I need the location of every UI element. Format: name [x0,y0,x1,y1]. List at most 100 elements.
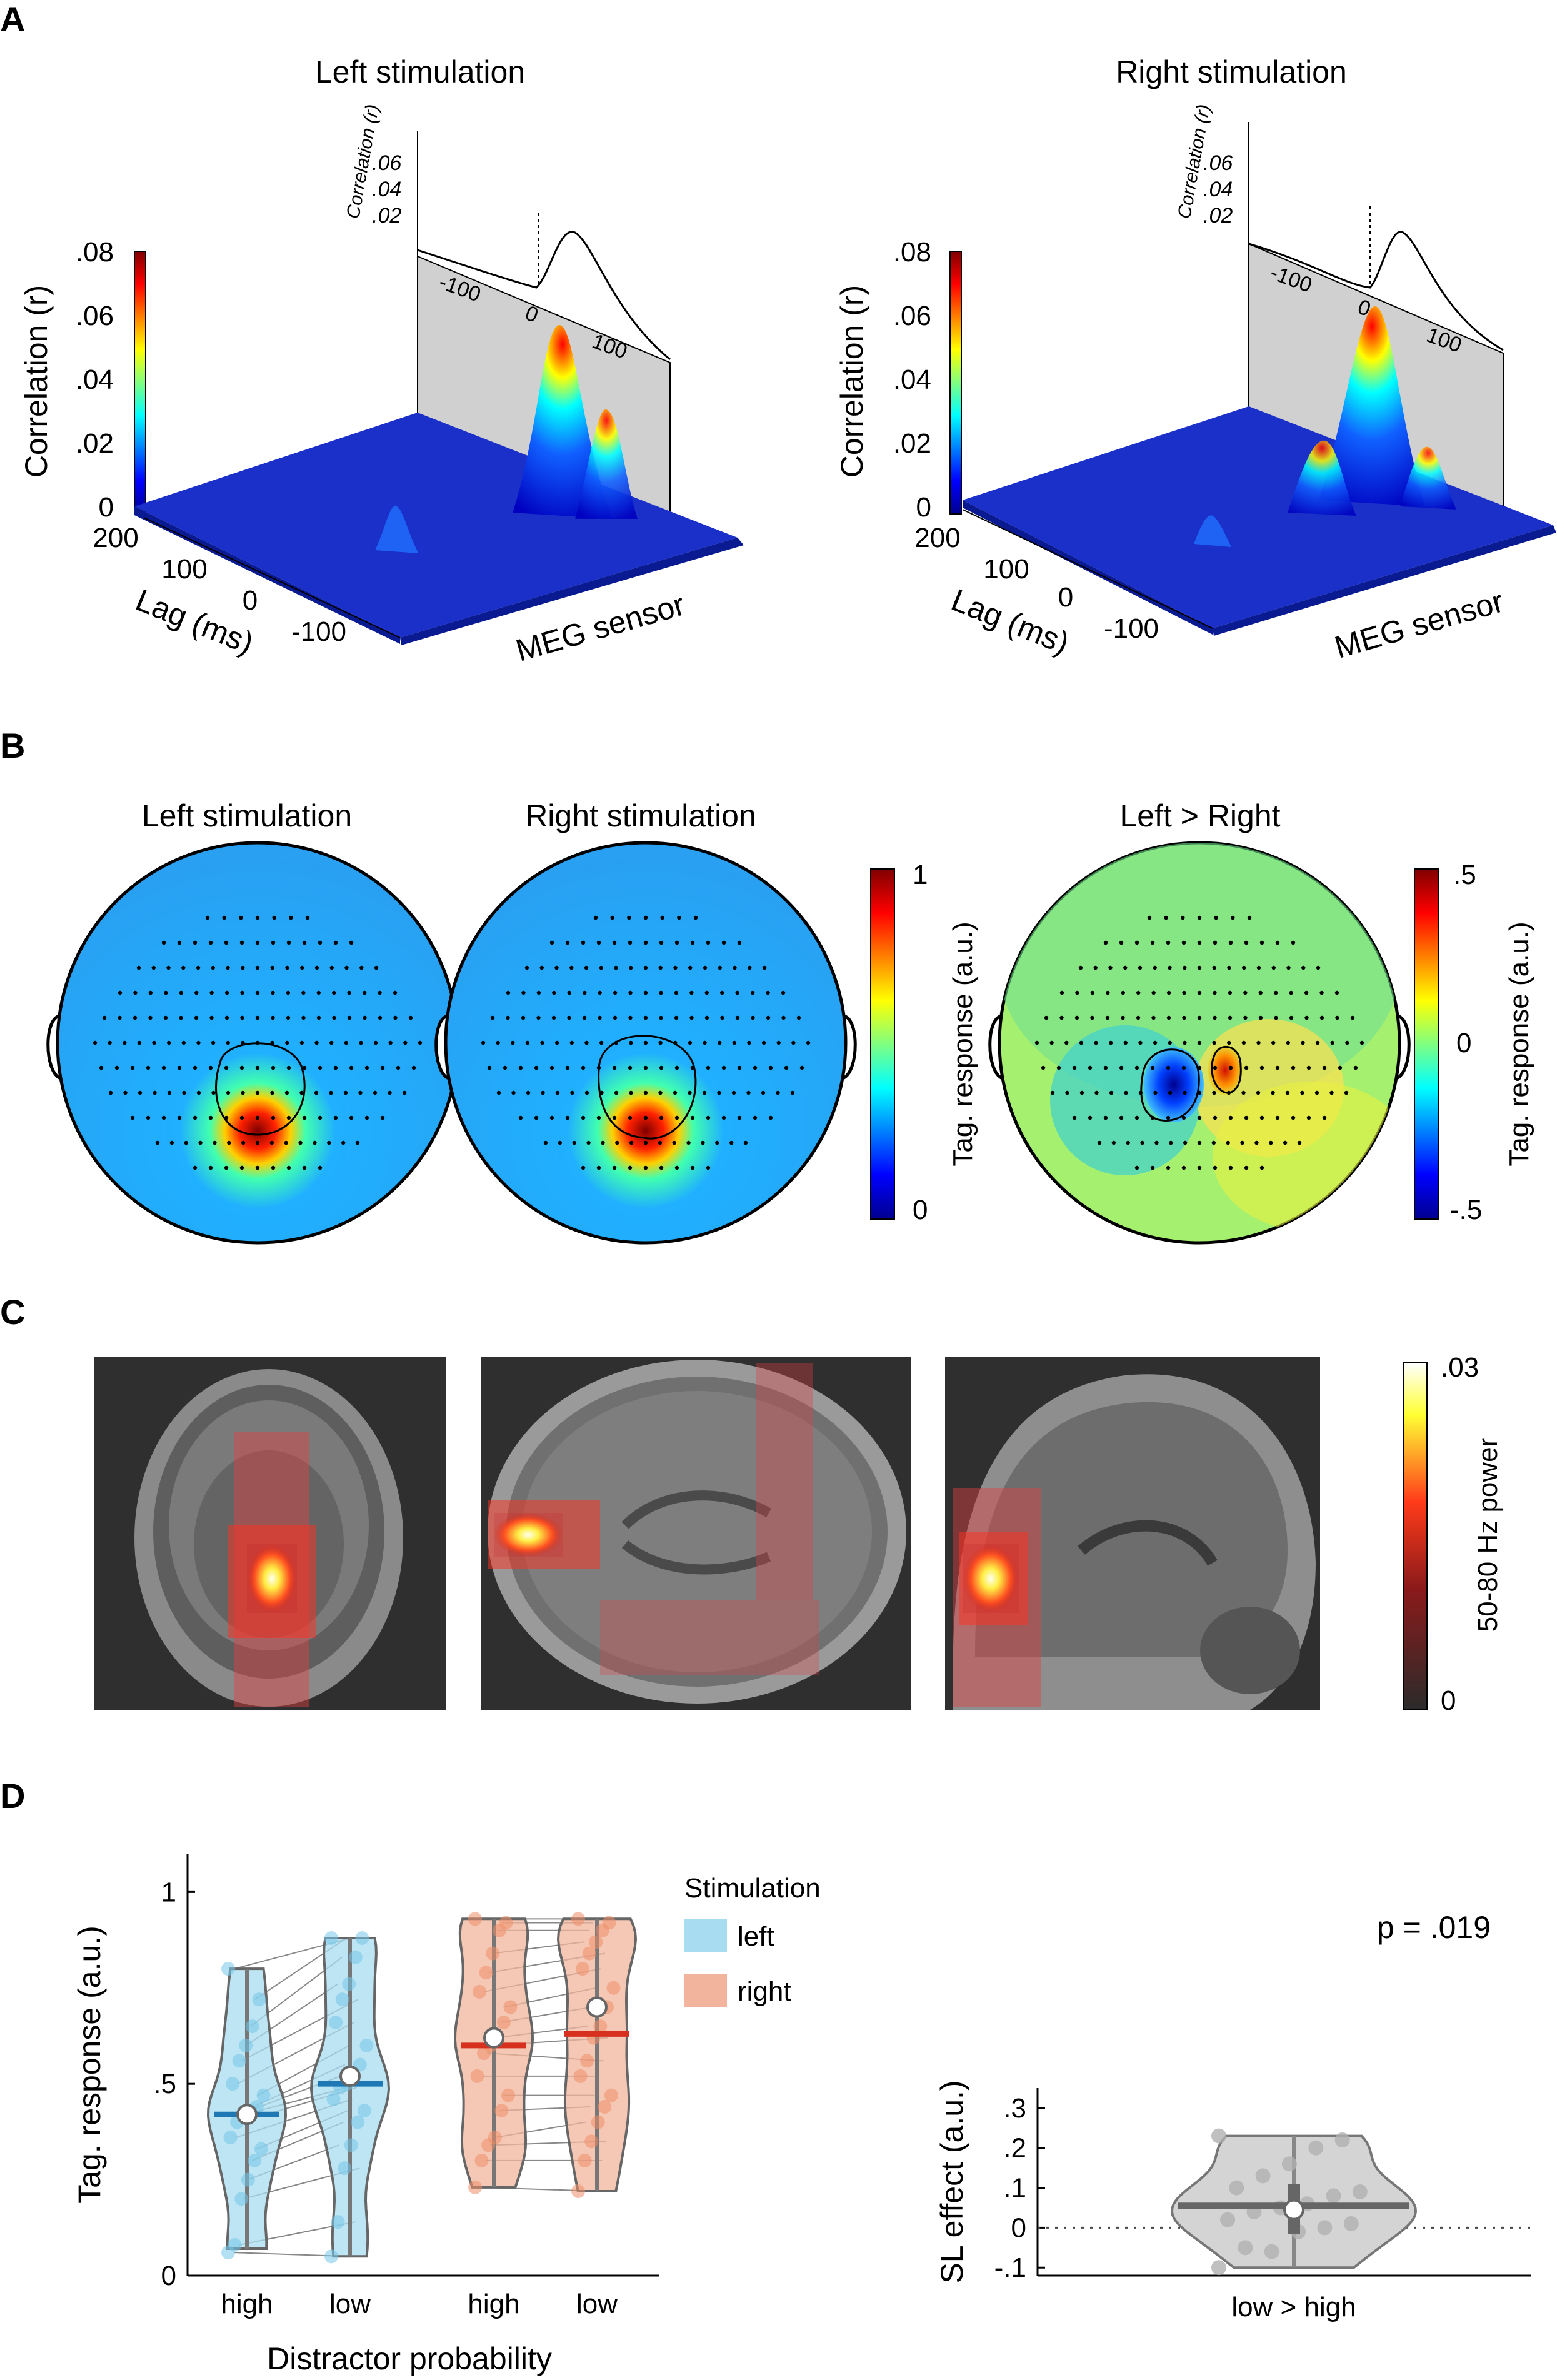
sensor-dot [613,1015,618,1020]
sensor-dot [721,940,726,945]
sensor-dot [1304,990,1309,995]
sensor-dot [1197,1140,1202,1145]
sensor-dot [1088,1065,1093,1070]
sensor-dot [146,1065,151,1070]
sensor-dot [329,965,334,970]
sensor-dot [643,1015,648,1020]
sensor-dot [1286,965,1291,970]
sensor-dot [731,1090,736,1095]
sensor-dot [614,1090,619,1095]
sensor-dot [182,1090,186,1095]
sensor-dot [1065,1090,1069,1095]
sensor-dot [629,1040,633,1045]
data-point [494,2104,509,2118]
x-tick-label: high [221,2289,273,2319]
sensor-dot [227,1140,231,1145]
sensor-dot [1297,1140,1302,1145]
sensor-dot [612,1115,617,1120]
panel-a-left-lagtick-0: 200 [93,523,138,553]
data-point [580,2054,594,2068]
mri-coronal [94,1357,446,1710]
sensor-dot [747,1040,751,1045]
sensor-dot [393,1015,398,1020]
sensor-dot [718,965,722,970]
sensor-dot [208,940,213,945]
sensor-dot [552,990,556,995]
sensor-dot [1169,1140,1173,1145]
sensor-dot [511,1090,516,1095]
legend-swatch-left [684,1919,727,1952]
sensor-dot [1181,940,1186,945]
data-point [602,1916,616,1930]
sensor-dot [1150,1165,1155,1170]
data-point [1229,2180,1244,2196]
data-point [501,2088,515,2102]
sensor-dot [746,1090,751,1095]
sensor-dot [781,1015,786,1020]
panel-b-cbar1-label: Tag. response (a.u.) [948,921,978,1166]
sensor-dot [715,1140,719,1145]
sensor-dot [1153,1090,1158,1095]
sensor-dot [584,1090,589,1095]
panel-a-right-ztick-1: .06 [893,301,931,331]
sensor-dot [226,1090,231,1095]
sensor-dot [1228,1115,1233,1120]
panel-b-cbar2-tick-top: .5 [1453,860,1476,890]
sensor-dot [1168,1040,1172,1045]
sensor-dot [179,990,183,995]
sensor-dot [208,1065,213,1070]
sensor-dot [224,1065,229,1070]
panel-c: .03 0 50-80 Hz power [94,1352,1503,1716]
panel-a-right-ztick-0: .08 [893,237,931,268]
mri-axial [481,1357,911,1710]
sensor-dot [702,1090,707,1095]
sensor-dot [209,990,214,995]
sensor-dot [1078,965,1083,970]
sensor-dot [329,1040,334,1045]
x-tick-label: low [576,2289,618,2319]
sensor-dot [615,1140,619,1145]
sensor-dot [572,1140,576,1145]
sensor-dot [583,990,587,995]
sensor-dot [1183,1040,1187,1045]
sensor-dot [161,1115,166,1120]
sensor-dot [506,990,511,995]
data-point [1352,2184,1368,2199]
y-tick-label: .1 [1003,2173,1026,2204]
sensor-dot [737,1065,742,1070]
data-point [486,1946,500,1961]
x-axis-label: Distractor probability [267,2341,552,2376]
sensor-dot [271,1015,275,1020]
sensor-dot [211,965,215,970]
panel-a-right-peak-main [1319,306,1425,506]
sensor-dot [1079,1040,1084,1045]
sensor-dot [1166,1165,1171,1170]
sensor-dot [1244,1065,1249,1070]
sensor-dot [1259,1065,1264,1070]
sensor-dot [1329,1090,1334,1095]
sensor-dot [318,1115,323,1120]
sensor-dot [610,915,614,920]
panel-a-right-lagtick-2: 0 [1058,582,1073,613]
sensor-dot [1244,1115,1249,1120]
panel-a-right-lagtick-3: -100 [1104,613,1159,644]
sensor-dot [629,1090,633,1095]
sensor-dot [163,1015,168,1020]
sensor-dot [211,1090,216,1095]
sensor-dot [301,1015,306,1020]
data-point [241,2172,255,2187]
sensor-dot [628,1015,633,1020]
sensor-dot [155,1140,160,1145]
sensor-dot [750,990,755,995]
sensor-dot [286,1115,291,1120]
sensor-dot [1121,990,1125,995]
sensor-dot [255,1040,260,1045]
sensor-dot [551,1015,556,1020]
sensor-dot [628,1165,633,1170]
sensor-dot [1301,965,1306,970]
sensor-dot [222,915,226,920]
sensor-dot [1138,1090,1143,1095]
sensor-dot [1079,1090,1084,1095]
sensor-dot [729,1140,734,1145]
sensor-dot [1344,1090,1349,1095]
